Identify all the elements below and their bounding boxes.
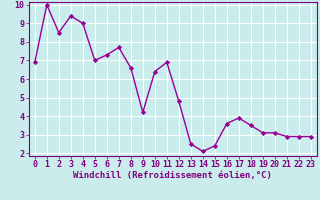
X-axis label: Windchill (Refroidissement éolien,°C): Windchill (Refroidissement éolien,°C) [73, 171, 272, 180]
